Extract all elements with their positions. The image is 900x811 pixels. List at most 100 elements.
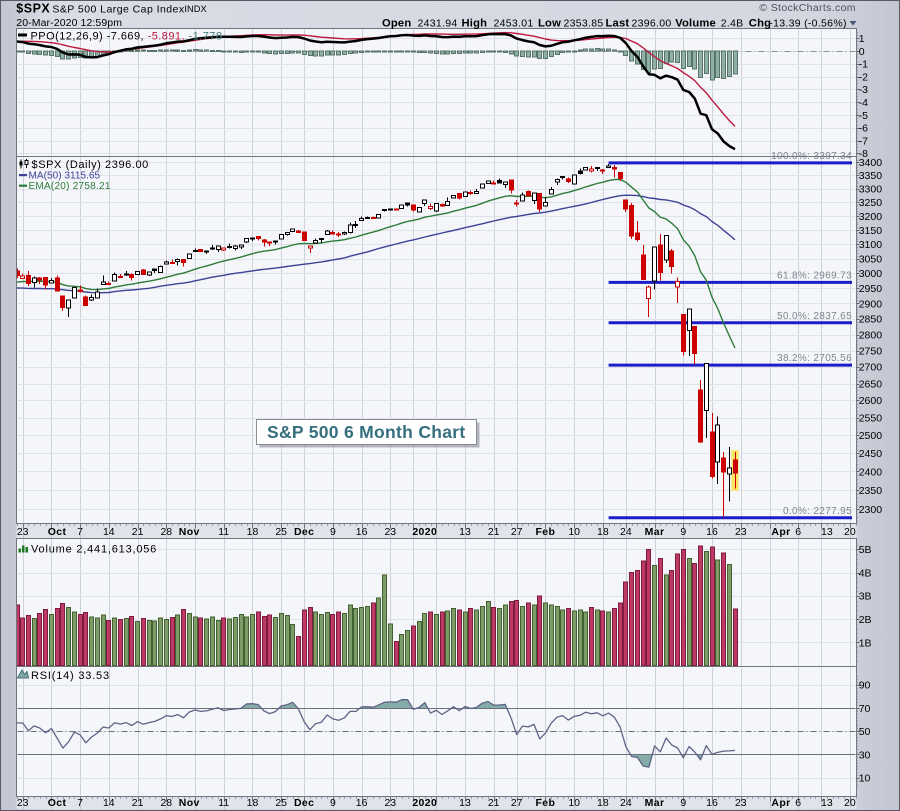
svg-text:20: 20	[844, 526, 856, 538]
svg-text:13: 13	[459, 797, 471, 809]
svg-text:18: 18	[597, 526, 609, 538]
svg-text:2650: 2650	[859, 378, 883, 390]
svg-text:Feb: Feb	[535, 526, 555, 538]
svg-text:-4: -4	[859, 97, 868, 109]
svg-text:2500: 2500	[859, 430, 883, 442]
svg-text:28: 28	[160, 797, 172, 809]
svg-text:2600: 2600	[859, 395, 883, 407]
svg-text:2700: 2700	[859, 362, 883, 374]
svg-text:10: 10	[859, 773, 871, 785]
svg-text:S&P 500 6 Month Chart: S&P 500 6 Month Chart	[267, 422, 466, 442]
svg-text:18: 18	[247, 797, 259, 809]
svg-text:90: 90	[859, 680, 871, 692]
svg-text:70: 70	[859, 703, 871, 715]
svg-text:MA(50) 3115.65: MA(50) 3115.65	[29, 171, 101, 182]
svg-text:-8: -8	[859, 148, 868, 160]
svg-text:9: 9	[680, 526, 686, 538]
svg-text:-3: -3	[859, 84, 868, 96]
svg-text:21: 21	[488, 797, 500, 809]
svg-text:13: 13	[459, 526, 471, 538]
svg-text:16: 16	[356, 526, 368, 538]
svg-text:Nov: Nov	[179, 797, 200, 809]
svg-text:13: 13	[821, 797, 833, 809]
svg-text:2300: 2300	[859, 504, 883, 516]
svg-text:Apr: Apr	[771, 526, 790, 538]
svg-text:2750: 2750	[859, 345, 883, 357]
svg-text:21: 21	[132, 797, 144, 809]
svg-text:7: 7	[77, 526, 83, 538]
svg-text:23: 23	[384, 797, 396, 809]
svg-text:Dec: Dec	[294, 797, 314, 809]
svg-text:21: 21	[488, 526, 500, 538]
svg-text:-5: -5	[859, 110, 868, 122]
svg-text:3100: 3100	[859, 239, 883, 251]
svg-text:High: High	[462, 18, 488, 30]
svg-text:61.8%: 2969.73: 61.8%: 2969.73	[777, 270, 852, 281]
svg-text:9: 9	[330, 797, 336, 809]
svg-text:3150: 3150	[859, 225, 883, 237]
svg-text:10: 10	[568, 797, 580, 809]
svg-text:-13.39 (-0.56%): -13.39 (-0.56%)	[769, 18, 846, 30]
svg-text:24: 24	[620, 797, 632, 809]
svg-text:6: 6	[795, 526, 801, 538]
svg-text:3000: 3000	[859, 268, 883, 280]
svg-text:30: 30	[859, 749, 871, 761]
svg-text:50: 50	[859, 726, 871, 738]
svg-text:2450: 2450	[859, 448, 883, 460]
svg-text:Apr: Apr	[771, 797, 790, 809]
svg-text:-2: -2	[859, 71, 868, 83]
svg-text:21: 21	[132, 526, 144, 538]
svg-text:2800: 2800	[859, 329, 883, 341]
svg-text:25: 25	[275, 526, 287, 538]
svg-text:Volume: Volume	[675, 18, 716, 30]
svg-text:-1: -1	[859, 59, 868, 71]
svg-text:2453.01: 2453.01	[494, 18, 534, 30]
svg-text:Low: Low	[538, 18, 561, 30]
svg-text:20: 20	[844, 797, 856, 809]
svg-text:-7: -7	[859, 135, 868, 147]
svg-text:2020: 2020	[412, 797, 437, 809]
svg-text:11: 11	[218, 526, 229, 538]
svg-text:© StockCharts.com: © StockCharts.com	[759, 2, 856, 14]
svg-text:Chg: Chg	[749, 18, 771, 30]
svg-text:16: 16	[706, 797, 718, 809]
svg-text:PPO(12,26,9) -7.669, -5.891, -: PPO(12,26,9) -7.669, -5.891, -1.778	[31, 30, 223, 42]
svg-text:25: 25	[275, 797, 287, 809]
svg-text:11: 11	[218, 797, 229, 809]
svg-text:18: 18	[597, 797, 609, 809]
svg-text:23: 23	[735, 797, 747, 809]
svg-text:7: 7	[77, 797, 83, 809]
svg-text:9: 9	[330, 526, 336, 538]
svg-text:2431.94: 2431.94	[418, 18, 458, 30]
svg-text:3B: 3B	[859, 591, 872, 603]
svg-text:2B: 2B	[859, 614, 872, 626]
svg-text:0.0%: 2277.95: 0.0%: 2277.95	[783, 506, 852, 517]
svg-text:50.0%: 2837.65: 50.0%: 2837.65	[777, 311, 852, 322]
svg-text:16: 16	[356, 797, 368, 809]
svg-text:Oct: Oct	[48, 797, 67, 809]
svg-text:24: 24	[620, 526, 632, 538]
svg-text:2900: 2900	[859, 298, 883, 310]
svg-text:23: 23	[17, 797, 29, 809]
svg-text:EMA(20) 2758.21: EMA(20) 2758.21	[29, 181, 111, 192]
svg-text:3050: 3050	[859, 254, 883, 266]
svg-text:Dec: Dec	[294, 526, 314, 538]
svg-text:2353.85: 2353.85	[564, 18, 604, 30]
svg-text:38.2%: 2705.56: 38.2%: 2705.56	[777, 353, 852, 364]
svg-text:Last: Last	[606, 18, 630, 30]
svg-text:$SPX: $SPX	[16, 2, 50, 16]
svg-text:2550: 2550	[859, 413, 883, 425]
svg-text:13: 13	[821, 526, 833, 538]
svg-text:Volume 2,441,613,056: Volume 2,441,613,056	[31, 543, 157, 555]
svg-text:Feb: Feb	[535, 797, 555, 809]
svg-text:20-Mar-2020 12:59pm: 20-Mar-2020 12:59pm	[16, 17, 122, 29]
svg-text:6: 6	[795, 797, 801, 809]
svg-text:28: 28	[160, 526, 172, 538]
svg-text:2850: 2850	[859, 314, 883, 326]
svg-text:1B: 1B	[859, 637, 872, 649]
svg-text:INDX: INDX	[184, 4, 206, 14]
svg-text:S&P 500 Large Cap Index: S&P 500 Large Cap Index	[52, 3, 184, 15]
svg-text:4B: 4B	[859, 567, 872, 579]
svg-text:2020: 2020	[412, 526, 437, 538]
svg-text:2400: 2400	[859, 466, 883, 478]
